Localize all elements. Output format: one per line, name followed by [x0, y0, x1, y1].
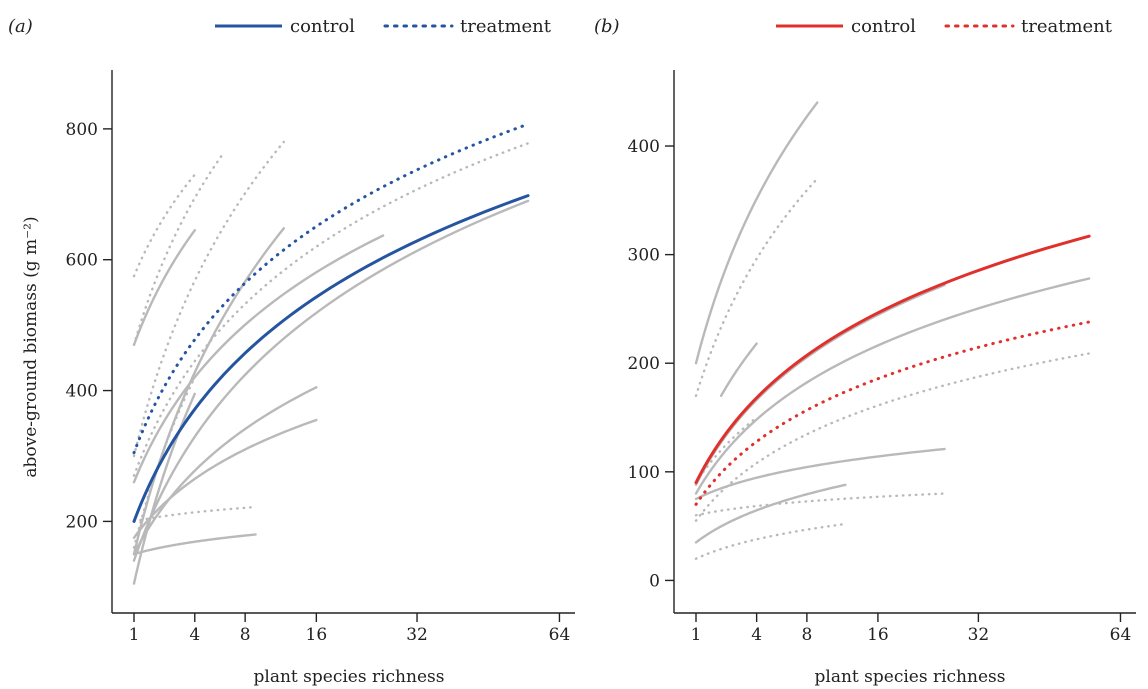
- panel-b-x-tick-label: 64: [1110, 625, 1132, 645]
- panel-b-y-tick-label: 200: [628, 354, 660, 374]
- panel-a-legend: control treatment: [215, 16, 552, 37]
- panel-b-legend: control treatment: [776, 16, 1113, 37]
- panel-a-background-curve: [132, 173, 196, 278]
- panel-a-background-curve: [132, 140, 285, 458]
- panel-b-background-curve: [694, 283, 946, 487]
- panel-a-y-tick-label: 400: [66, 382, 98, 402]
- panel-b-x-tick-label: 8: [801, 625, 812, 645]
- panel-b-y-tick-label: 100: [628, 463, 660, 483]
- panel-a-series-control: [132, 194, 530, 523]
- panel-a-y-tick-label: 800: [66, 120, 98, 140]
- panel-b-x-axis-title: plant species richness: [815, 667, 1006, 687]
- panel-b-background-curve: [694, 177, 819, 397]
- panel-b-legend-treatment-label: treatment: [1021, 16, 1113, 37]
- panel-a-background-curve: [132, 199, 530, 562]
- panel-a-y-axis-title: above-ground biomass (g m⁻²): [21, 216, 41, 477]
- panel-a-x-tick-label: 8: [240, 625, 251, 645]
- panel-b-x-tick-label: 1: [691, 625, 702, 645]
- panel-a-x-tick-label: 1: [129, 625, 140, 645]
- panel-b-background-curve: [694, 277, 1091, 495]
- panel-b-y-tick-label: 400: [628, 137, 660, 157]
- panel-a-legend-treatment-label: treatment: [460, 16, 552, 37]
- panel-b-x-tick-label: 16: [867, 625, 889, 645]
- panel-b-background-curve: [694, 447, 946, 501]
- panel-b-x-tick-label: 32: [968, 625, 990, 645]
- panel-b-y-tick-label: 0: [649, 571, 660, 591]
- panel-a-x-tick-label: 64: [549, 625, 571, 645]
- panel-a-y-tick-label: 200: [66, 512, 98, 532]
- panel-b-x-tick-label: 4: [751, 625, 762, 645]
- panel-a-background-curve: [132, 153, 224, 346]
- panel-b-y-tick-label: 300: [628, 246, 660, 266]
- panel-a-plot: 1 4 8 16 32 64 200 400 600 800: [66, 70, 575, 645]
- panel-a-label: (a): [8, 16, 33, 37]
- panel-b-background-curve: [694, 101, 819, 365]
- panel-b-label: (b): [594, 16, 620, 37]
- panel-a-background-curve: [132, 229, 196, 346]
- panel-a-legend-control-label: control: [290, 16, 355, 37]
- panel-a-background-curve: [132, 505, 257, 523]
- panel-a-background-curve: [132, 234, 385, 484]
- panel-b-background-curve: [694, 352, 1091, 522]
- panel-a-background-curve: [132, 376, 196, 549]
- panel-b-legend-control-label: control: [851, 16, 916, 37]
- panel-a-x-tick-label: 16: [306, 625, 328, 645]
- panel-b-background-curve: [694, 492, 946, 517]
- panel-b-background-curve: [694, 483, 847, 544]
- panel-b-background-curve: [719, 342, 758, 397]
- panel-a-x-tick-label: 4: [189, 625, 200, 645]
- panel-a-x-tick-label: 32: [406, 625, 428, 645]
- panel-a: (a) control treatment 1 4 8 16 32 64 200 400 600…: [8, 16, 575, 687]
- panel-a-background-curve: [132, 227, 285, 556]
- panel-a-background-curve: [132, 386, 318, 556]
- panel-b-background-curve: [694, 416, 758, 484]
- panel-b: (b) control treatment 1 4 8 16 32 64 0 100 200 30…: [594, 16, 1136, 687]
- panel-a-background-curve: [132, 142, 530, 477]
- panel-b-series-control: [694, 234, 1091, 485]
- panel-a-x-axis-title: plant species richness: [254, 667, 445, 687]
- panel-a-series-treatment: [132, 124, 526, 455]
- panel-b-series-treatment: [694, 320, 1091, 506]
- panel-a-background-curve: [132, 533, 257, 556]
- panel-b-plot: 1 4 8 16 32 64 0 100 200 300 400: [628, 70, 1136, 645]
- panel-a-y-tick-label: 600: [66, 251, 98, 271]
